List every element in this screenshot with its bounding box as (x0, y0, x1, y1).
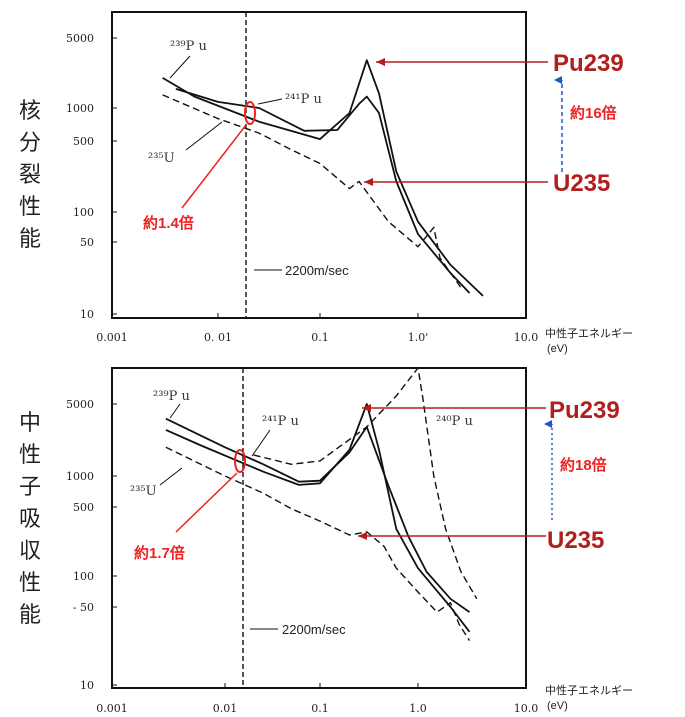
bottom-iso-pu241-leader (251, 429, 271, 457)
top-y-tick-label: 500 (73, 135, 94, 148)
bottom-x-tick-label: 0.1 (311, 702, 329, 715)
top-iso-u235: ²³⁵U (148, 151, 175, 166)
top-y-tick-label: 10 (80, 308, 94, 321)
top-iso-pu239: ²³⁹P u (170, 39, 207, 54)
bottom-ann-u235: U235 (547, 527, 604, 554)
bottom-y-tick-label: 500 (73, 501, 94, 514)
bottom-ratio-label: 約18倍 (560, 456, 607, 474)
bottom-iso-pu241: ²⁴¹P u (262, 414, 299, 429)
bottom-x-tick-label: 1.0 (409, 702, 427, 715)
bottom-y-ticks: 5000 1000 500 100 - 50 10 (66, 398, 117, 692)
top-x-tick-label: 1.0' (408, 331, 429, 344)
bottom-series-line-3 (165, 446, 471, 641)
bottom-x-tick-label: 10.0 (514, 702, 539, 715)
top-thermal-ratio: 約1.4倍 (143, 214, 194, 232)
bottom-plot-frame (111, 367, 527, 689)
top-y-tick-label: 5000 (66, 32, 94, 45)
top-ratio-label: 約16倍 (570, 104, 617, 122)
bottom-thermal-marker (234, 449, 246, 473)
bottom-x-tick-label: 0.01 (213, 702, 238, 715)
top-x-unit: 中性子エネルギー (eV) (545, 326, 633, 355)
bottom-x-ticks: 0.001 0.01 0.1 1.0 10.0 (96, 683, 538, 715)
top-thermal-leader (181, 124, 247, 209)
top-iso-pu241-leader (257, 98, 283, 105)
top-iso-pu241: ²⁴¹P u (285, 92, 322, 107)
top-x-unit-line2: (eV) (547, 343, 568, 355)
bottom-series-line-0 (165, 403, 471, 633)
top-x-tick-label: 0.001 (96, 331, 128, 344)
top-x-ticks: 0.001 0. 01 0.1 1.0' 10.0 (96, 313, 538, 344)
bottom-y-tick-label: 5000 (66, 398, 94, 411)
top-side-label: 核 分 裂 性 能 (18, 99, 41, 252)
bottom-y-tick-label: - 50 (73, 601, 94, 614)
top-x-tick-label: 0. 01 (204, 331, 232, 344)
top-y-tick-label: 100 (73, 206, 94, 219)
bottom-curves (165, 367, 478, 641)
bottom-iso-u235-leader (159, 467, 183, 486)
bottom-y-tick-label: 1000 (66, 470, 94, 483)
top-y-tick-label: 1000 (66, 102, 94, 115)
bottom-y-tick-label: 100 (73, 570, 94, 583)
bottom-iso-pu239: ²³⁹P u (153, 389, 190, 404)
bottom-series-line-1 (165, 417, 471, 613)
bottom-iso-pu240: ²⁴⁰P u (436, 414, 473, 429)
bottom-x-unit: 中性子エネルギー (eV) (545, 683, 633, 712)
top-y-tick-label: 50 (80, 236, 94, 249)
top-iso-u235-leader (185, 121, 223, 151)
top-chart: 5000 1000 500 100 50 10 0.001 0. 01 0.1 1.0' 10.0… (66, 11, 633, 355)
bottom-x-tick-label: 0.001 (96, 702, 128, 715)
bottom-iso-pu239-leader (169, 403, 181, 419)
top-ref-label: 2200m/sec (285, 263, 349, 278)
bottom-chart: 5000 1000 500 100 - 50 10 0.001 0.01 0.1 1.0 10.0… (66, 367, 633, 715)
top-y-ticks: 5000 1000 500 100 50 10 (66, 32, 117, 321)
top-x-tick-label: 0.1 (311, 331, 329, 344)
bottom-side-label: 中 性 子 吸 収 性 能 (18, 411, 41, 628)
bottom-x-unit-line1: 中性子エネルギー (545, 683, 633, 697)
top-series-line-2 (162, 94, 462, 289)
bottom-y-tick-label: 10 (80, 679, 94, 692)
bottom-iso-u235: ²³⁵U (130, 484, 157, 499)
bottom-thermal-leader (175, 472, 238, 533)
top-x-unit-line1: 中性子エネルギー (545, 326, 633, 340)
top-x-tick-label: 10.0 (514, 331, 539, 344)
bottom-ann-pu239: Pu239 (549, 397, 620, 424)
bottom-x-unit-line2: (eV) (547, 700, 568, 712)
bottom-thermal-ratio: 約1.7倍 (134, 544, 185, 562)
bottom-ref-label: 2200m/sec (282, 622, 346, 637)
top-plot-frame (111, 11, 527, 319)
top-ann-u235: U235 (553, 170, 610, 197)
top-thermal-marker (244, 101, 256, 125)
top-series-line-0 (162, 59, 484, 297)
top-curves (162, 59, 484, 297)
bottom-series-line-2 (253, 367, 478, 600)
top-ann-pu239: Pu239 (553, 50, 624, 77)
top-iso-pu239-leader (169, 55, 191, 79)
